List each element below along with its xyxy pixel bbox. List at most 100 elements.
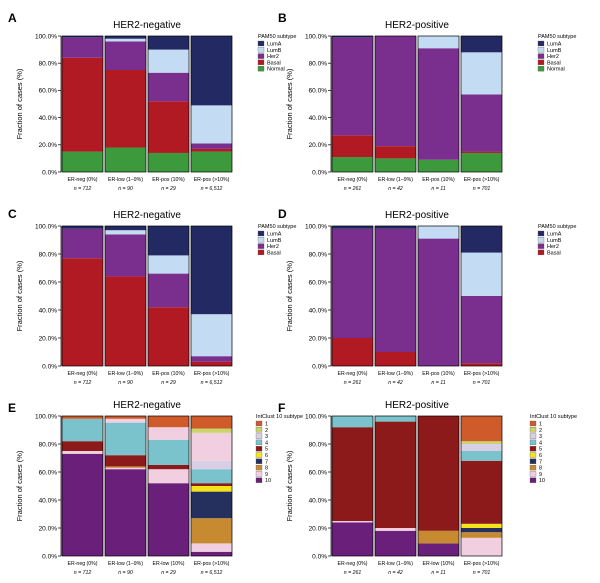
- legend-label: 10: [539, 478, 545, 484]
- bar-segment: [191, 432, 232, 461]
- y-tick-label: 60.0%: [39, 279, 58, 286]
- y-tick-label: 40.0%: [39, 115, 58, 122]
- bar-segment: [332, 338, 373, 366]
- bar-segment: [332, 36, 373, 38]
- panel-letter: D: [278, 207, 287, 221]
- bar-segment: [191, 491, 232, 519]
- bar-segment: [375, 228, 416, 352]
- bar-segment: [375, 416, 416, 422]
- x-category-label: ER-pos (>10%): [194, 177, 230, 183]
- x-category-label: ER-pos (>10%): [464, 371, 500, 377]
- chart-panel-c: C HER2-negative Fraction of cases (%) 0.0% 2…: [8, 207, 296, 386]
- bar-outline: [61, 415, 104, 557]
- y-tick-label: 80.0%: [309, 251, 328, 258]
- legend-label: LumB: [547, 238, 562, 244]
- bar-outline: [147, 415, 190, 557]
- y-tick-label: 100.0%: [305, 33, 327, 40]
- legend-label: Basal: [547, 250, 561, 256]
- bar-segment: [332, 228, 373, 338]
- bar-segment: [105, 226, 146, 231]
- y-axis-title: Fraction of cases (%): [15, 68, 24, 139]
- legend-swatch: [537, 53, 545, 59]
- bar-segment: [105, 467, 146, 470]
- bar-segment: [375, 226, 416, 229]
- x-category-label: ER-neg (0%): [68, 371, 98, 377]
- x-sample-size-label: n = 90: [118, 380, 133, 386]
- x-category-label: ER-pos (>10%): [194, 371, 230, 377]
- legend-label: Her2: [267, 244, 279, 250]
- panel-title: HER2-negative: [113, 210, 181, 221]
- legend-swatch: [255, 452, 263, 458]
- bar-outline: [460, 415, 503, 557]
- y-tick-label: 100.0%: [305, 413, 327, 420]
- legend-swatch: [529, 433, 537, 439]
- y-tick-label: 0.0%: [42, 553, 57, 560]
- bar-segment: [418, 238, 459, 366]
- bar-segment: [461, 451, 502, 461]
- bar-segment: [332, 226, 373, 229]
- x-sample-size-label: n = 42: [388, 186, 403, 192]
- bar-segment: [105, 276, 146, 366]
- panel-title: HER2-positive: [385, 400, 449, 411]
- bar-segment: [461, 94, 502, 152]
- bar-segment: [62, 57, 103, 152]
- panel-letter: C: [8, 207, 17, 221]
- bar-segment: [105, 36, 146, 39]
- legend-label: 2: [265, 428, 268, 434]
- bar-segment: [62, 453, 103, 556]
- bar-segment: [191, 460, 232, 470]
- legend-swatch: [257, 53, 265, 59]
- legend-label: LumA: [547, 42, 562, 48]
- bar-segment: [375, 36, 416, 147]
- chart-panel-d: D HER2-positive Fraction of cases (%) 0.0% 2…: [278, 207, 576, 386]
- bar-segment: [62, 226, 103, 229]
- y-tick-label: 100.0%: [305, 223, 327, 230]
- y-tick-label: 80.0%: [39, 251, 58, 258]
- legend-swatch: [255, 420, 263, 427]
- legend-swatch: [257, 237, 265, 243]
- legend-label: 4: [265, 440, 268, 446]
- bar-segment: [461, 226, 502, 253]
- bar-segment: [332, 522, 373, 556]
- legend-label: 8: [539, 466, 542, 472]
- bar-segment: [62, 37, 103, 58]
- bar-segment: [332, 416, 373, 428]
- legend-label: 7: [265, 459, 268, 465]
- x-category-label: ER-neg (0%): [338, 177, 368, 183]
- y-tick-label: 100.0%: [35, 223, 57, 230]
- bar-segment: [332, 521, 373, 523]
- bar-segment: [418, 226, 459, 239]
- x-category-label: ER-pos (>10%): [464, 177, 500, 183]
- panel-letter: A: [8, 11, 17, 25]
- bar-segment: [418, 416, 459, 531]
- bar-segment: [148, 273, 189, 308]
- legend-label: LumA: [267, 232, 282, 238]
- bar-segment: [461, 363, 502, 366]
- bar-segment: [375, 530, 416, 556]
- bar-segment: [461, 532, 502, 538]
- bar-segment: [418, 159, 459, 172]
- legend-label: 5: [539, 447, 542, 453]
- bar-segment: [105, 469, 146, 556]
- bar-segment: [461, 252, 502, 296]
- bar-segment: [105, 70, 146, 148]
- y-tick-label: 0.0%: [42, 363, 57, 370]
- bar-segment: [191, 151, 232, 172]
- legend-swatch: [255, 433, 263, 439]
- chart-panel-f: F HER2-positive Fraction of cases (%) 0.0% 2…: [278, 400, 577, 576]
- legend-label: LumA: [547, 232, 562, 238]
- bar-outline: [190, 225, 233, 367]
- x-sample-size-label: n = 261: [344, 570, 362, 576]
- x-sample-size-label: n = 712: [74, 186, 92, 192]
- bar-outline: [104, 415, 147, 557]
- bar-outline: [147, 225, 190, 367]
- y-tick-label: 80.0%: [39, 441, 58, 448]
- legend-swatch: [255, 477, 263, 483]
- y-axis-title: Fraction of cases (%): [285, 260, 294, 331]
- bar-segment: [461, 444, 502, 451]
- bar-outline: [331, 35, 374, 173]
- y-tick-label: 20.0%: [309, 142, 328, 149]
- bar-segment: [148, 307, 189, 366]
- bar-segment: [105, 38, 146, 42]
- bar-segment: [461, 441, 502, 444]
